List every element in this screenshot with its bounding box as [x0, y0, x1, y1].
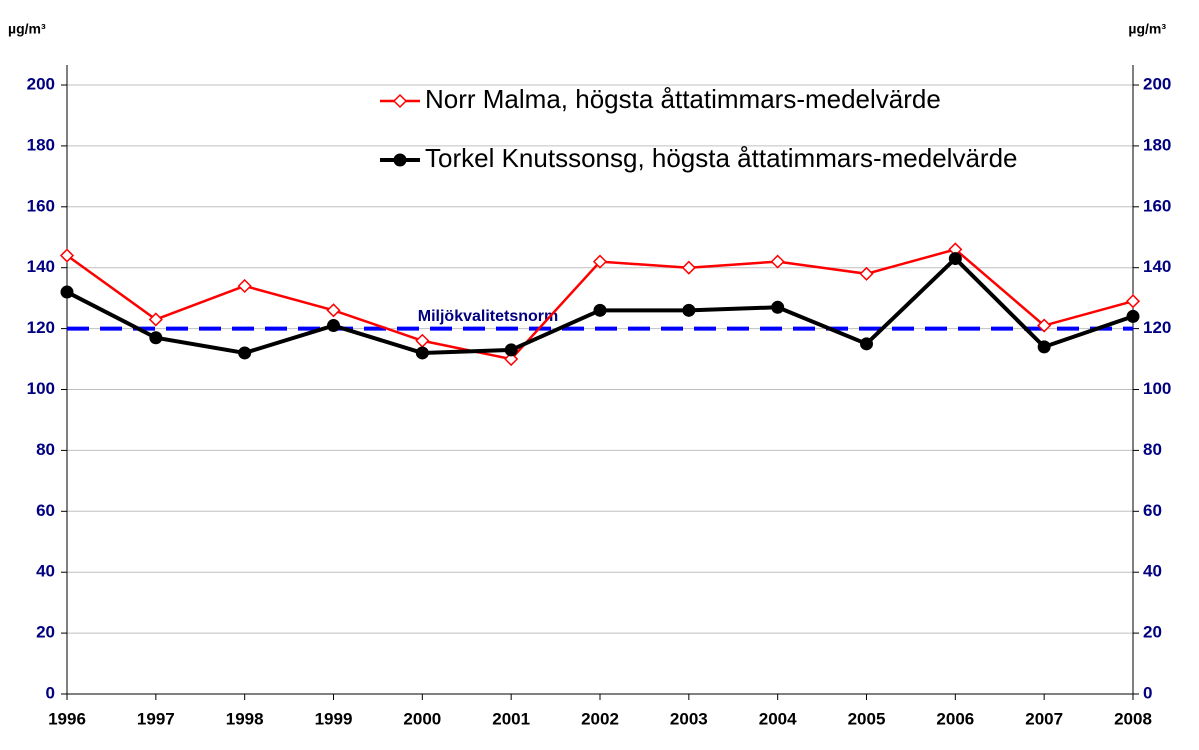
x-tick-label: 1998 — [226, 709, 264, 728]
point — [237, 278, 252, 294]
legend-label: Norr Malma, högsta åttatimmars-medelvärd… — [425, 84, 941, 114]
point — [682, 303, 696, 317]
y-tick-label: 100 — [27, 379, 55, 398]
legend-marker — [392, 93, 408, 109]
x-tick-label: 2001 — [492, 709, 530, 728]
y2-axis-label: µg/m³ — [1128, 21, 1166, 37]
reference-label: Miljökvalitetsnorm — [418, 308, 558, 325]
point — [59, 248, 75, 263]
x-tick-label: 2000 — [403, 709, 441, 728]
y2-tick-label: 180 — [1143, 135, 1171, 154]
y2-tick-label: 160 — [1143, 196, 1171, 215]
legend-marker — [393, 153, 407, 167]
y-tick-label: 80 — [36, 440, 55, 459]
x-tick-label: 2005 — [848, 709, 886, 728]
y-tick-label: 140 — [27, 257, 55, 276]
point — [60, 285, 74, 299]
y-axis-label: µg/m³ — [8, 21, 46, 37]
y-tick-label: 120 — [27, 318, 55, 337]
x-tick-label: 2002 — [581, 709, 619, 728]
legend-label: Torkel Knutssonsg, högsta åttatimmars-me… — [425, 143, 1018, 173]
point — [1126, 309, 1140, 323]
y2-tick-label: 40 — [1143, 562, 1162, 581]
y2-tick-label: 60 — [1143, 501, 1162, 520]
y2-tick-label: 140 — [1143, 257, 1171, 276]
point — [415, 333, 430, 348]
point — [770, 254, 785, 269]
point — [504, 343, 518, 357]
point — [948, 252, 962, 266]
point — [1125, 294, 1141, 309]
y2-tick-label: 80 — [1143, 440, 1162, 459]
point — [592, 254, 608, 269]
point — [1037, 318, 1052, 333]
point — [681, 260, 696, 275]
x-tick-label: 2006 — [936, 709, 974, 728]
y2-tick-label: 120 — [1143, 318, 1171, 337]
y2-tick-label: 200 — [1143, 74, 1171, 93]
x-tick-label: 2008 — [1114, 709, 1152, 728]
x-tick-label: 1997 — [137, 709, 175, 728]
y-tick-label: 180 — [27, 135, 55, 154]
point — [148, 312, 163, 327]
point — [771, 300, 785, 314]
point — [326, 303, 341, 318]
x-tick-label: 2007 — [1025, 709, 1063, 728]
y2-tick-label: 20 — [1143, 623, 1162, 642]
point — [859, 266, 874, 281]
y-tick-label: 20 — [36, 623, 55, 642]
y-tick-label: 160 — [27, 196, 55, 215]
x-tick-label: 1996 — [48, 709, 86, 728]
y-tick-label: 60 — [36, 501, 55, 520]
y-tick-label: 40 — [36, 562, 55, 581]
y-tick-label: 200 — [27, 74, 55, 93]
point — [593, 303, 607, 317]
y-tick-label: 0 — [46, 683, 55, 702]
x-tick-label: 1999 — [315, 709, 353, 728]
point — [1037, 340, 1051, 354]
point — [504, 351, 519, 367]
point — [149, 331, 163, 345]
y2-tick-label: 100 — [1143, 379, 1171, 398]
point — [327, 319, 340, 333]
x-tick-label: 2004 — [759, 709, 797, 728]
point — [238, 346, 252, 360]
x-tick-label: 2003 — [670, 709, 708, 728]
point — [415, 346, 429, 360]
point — [860, 337, 873, 351]
y2-tick-label: 0 — [1143, 683, 1152, 702]
